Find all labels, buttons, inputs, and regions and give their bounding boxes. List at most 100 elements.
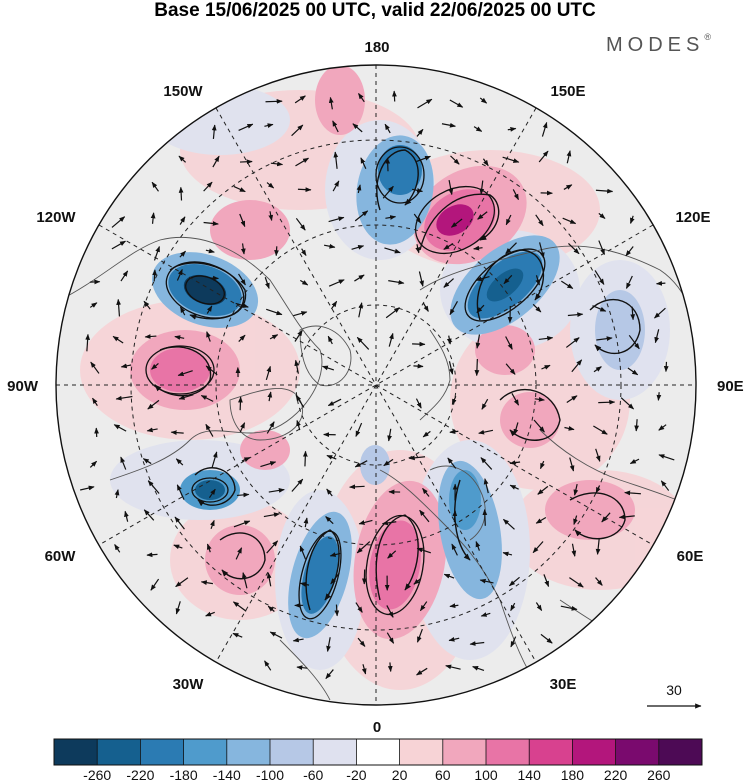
colorbar-tick-label: 100 <box>474 767 498 783</box>
wind-vector <box>416 667 428 676</box>
wind-vector <box>560 605 578 611</box>
wind-vector <box>448 361 454 375</box>
wind-vector <box>560 280 574 289</box>
wind-vector <box>239 422 246 433</box>
wind-vector <box>413 213 422 224</box>
label-0: 0 <box>373 719 381 736</box>
wind-vector <box>475 540 481 551</box>
colorbar-swatch <box>54 739 98 765</box>
wind-vector <box>358 302 364 318</box>
wind-vector <box>448 636 460 642</box>
wind-vector <box>629 458 640 465</box>
wind-vector <box>151 362 159 370</box>
wind-vector <box>535 214 544 227</box>
wind-vector <box>120 363 132 369</box>
wind-vector <box>200 580 214 586</box>
wind-vector <box>503 274 513 285</box>
wind-vector <box>473 245 483 251</box>
wind-vector <box>206 331 211 342</box>
wind-vector <box>563 184 573 190</box>
colorbar-swatch <box>658 739 703 765</box>
wind-vector <box>177 370 193 377</box>
wind-vector <box>627 367 639 376</box>
wind-vector <box>384 247 401 254</box>
wind-vector <box>325 669 334 680</box>
wind-vector <box>349 484 365 490</box>
wind-vector <box>205 365 218 376</box>
wind-vector <box>113 424 127 432</box>
wind-vector <box>203 181 213 192</box>
wind-vector <box>236 492 250 498</box>
label-30e: 30E <box>550 676 577 693</box>
wind-vector <box>422 487 430 497</box>
wind-vector <box>628 334 640 350</box>
wind-vector <box>408 455 426 461</box>
wind-vector <box>333 151 339 169</box>
wind-vector <box>112 335 124 344</box>
wind-vector <box>415 244 421 254</box>
wind-vector <box>240 243 246 255</box>
colorbar-swatch <box>442 739 487 765</box>
wind-vector <box>443 243 454 250</box>
wind-vector <box>291 478 304 492</box>
wind-vector <box>383 458 394 467</box>
wind-vector <box>449 99 464 108</box>
wind-vector <box>413 578 422 585</box>
wind-vector <box>325 516 334 525</box>
wind-vector <box>413 363 424 369</box>
wind-vector <box>595 577 603 586</box>
wind-vector <box>296 419 301 431</box>
wind-vector <box>481 398 489 410</box>
wind-vector <box>351 245 365 250</box>
colorbar-tick-label: -60 <box>303 767 323 783</box>
wind-vector <box>443 573 455 579</box>
wind-vector <box>505 336 513 350</box>
wind-vector <box>532 541 544 554</box>
wind-vector <box>235 547 243 560</box>
wind-vector <box>241 456 251 462</box>
wind-vector <box>541 364 551 370</box>
label-30w: 30W <box>173 676 205 693</box>
wind-vector <box>208 488 216 499</box>
wind-vector <box>624 490 641 496</box>
wind-vector <box>211 124 217 139</box>
colorbar-tick-label: -220 <box>126 767 154 783</box>
wind-vector <box>449 603 459 609</box>
colorbar-swatch <box>97 739 141 765</box>
wind-vector <box>510 602 516 612</box>
wind-vector <box>175 458 184 466</box>
wind-vector <box>303 517 309 528</box>
wind-vector <box>292 637 304 643</box>
wind-vector <box>625 275 633 289</box>
wind-vector <box>534 396 545 402</box>
wind-vector <box>473 126 483 132</box>
wind-vector <box>416 628 423 643</box>
wind-vector <box>595 448 601 462</box>
wind-vector <box>477 211 488 220</box>
wind-vector <box>568 243 580 255</box>
wind-vector <box>562 217 577 225</box>
wind-vector <box>629 215 635 224</box>
wind-vector <box>384 123 391 134</box>
colorbar-tick-label: -20 <box>346 767 366 783</box>
wind-vector <box>543 574 550 588</box>
wind-vector <box>90 361 100 374</box>
wind-vector <box>116 298 121 317</box>
wind-vector <box>205 248 215 254</box>
wind-vector <box>302 450 308 467</box>
wind-vector <box>509 484 519 490</box>
wind-vector <box>479 97 488 104</box>
wind-vector <box>566 395 578 403</box>
wind-vector <box>263 512 280 518</box>
wind-vector <box>355 602 363 613</box>
wind-vector <box>565 337 580 348</box>
wind-vector <box>598 212 606 219</box>
wind-vector <box>564 426 575 431</box>
wind-vector <box>450 155 460 165</box>
wind-vector <box>115 395 133 401</box>
wind-vector <box>151 181 159 192</box>
wind-vectors <box>80 90 675 680</box>
wind-vector <box>146 552 158 558</box>
wind-vector <box>415 398 422 409</box>
